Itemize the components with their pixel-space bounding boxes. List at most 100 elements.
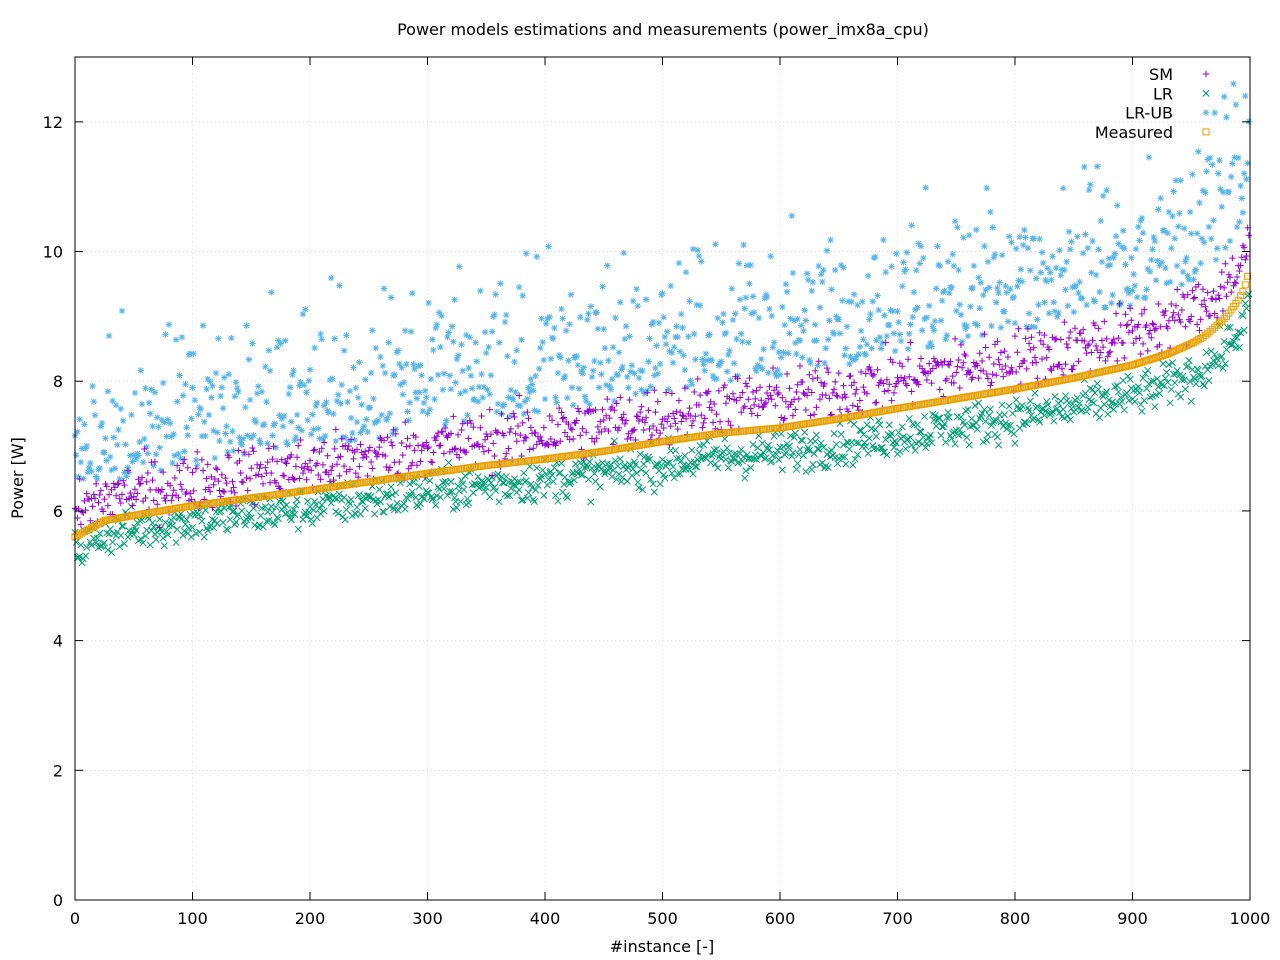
data-point (181, 456, 188, 463)
data-point (1189, 287, 1196, 294)
data-point (88, 468, 95, 475)
data-point (249, 340, 256, 347)
data-point (689, 245, 697, 253)
data-point (906, 330, 913, 338)
data-point (662, 389, 670, 396)
data-point (139, 459, 147, 466)
data-point (866, 316, 873, 323)
data-point (1199, 380, 1207, 388)
data-point (620, 249, 627, 257)
data-point (1025, 406, 1033, 415)
data-point (1105, 255, 1113, 262)
data-point (245, 451, 253, 458)
data-point (848, 298, 855, 306)
data-point (601, 425, 609, 433)
data-point (1070, 362, 1077, 369)
data-point (163, 433, 170, 440)
data-point (500, 401, 508, 408)
data-point (302, 306, 309, 313)
data-point (558, 409, 565, 416)
data-point (326, 376, 334, 384)
data-point (727, 422, 734, 429)
data-point (793, 388, 800, 396)
data-point (863, 421, 871, 429)
data-point (1196, 199, 1203, 207)
data-point (543, 481, 551, 489)
data-point (1144, 366, 1152, 374)
data-point (1197, 316, 1204, 323)
data-point (517, 402, 524, 410)
data-point (340, 347, 348, 354)
data-point (344, 446, 351, 453)
data-point (1171, 235, 1178, 242)
data-point (1040, 259, 1047, 267)
data-point (617, 299, 624, 306)
data-point (446, 372, 454, 379)
data-point (325, 471, 332, 478)
x-tick-label: 1000 (1230, 909, 1271, 928)
data-point (578, 367, 585, 375)
data-point (678, 310, 685, 318)
data-point (552, 394, 559, 401)
x-tick-label: 600 (765, 909, 796, 928)
data-point (1016, 363, 1023, 370)
data-point (142, 385, 149, 392)
data-point (202, 432, 209, 440)
data-point (873, 399, 880, 406)
data-point (857, 327, 865, 335)
data-point (876, 379, 884, 386)
data-point (1177, 177, 1184, 184)
data-point (1109, 291, 1116, 299)
y-tick-label: 10 (43, 243, 63, 262)
data-point (817, 379, 825, 386)
data-point (352, 469, 360, 477)
data-point (352, 384, 360, 392)
data-point (476, 443, 483, 451)
data-point (862, 370, 869, 377)
data-point (1088, 386, 1097, 394)
data-point (272, 444, 280, 451)
data-point (1089, 337, 1096, 344)
data-point (1145, 154, 1153, 161)
data-point (1028, 323, 1035, 330)
data-point (645, 358, 652, 365)
data-point (869, 372, 877, 380)
data-point (1079, 372, 1087, 380)
data-point (673, 323, 680, 330)
data-point (960, 234, 967, 241)
data-point (116, 495, 123, 502)
data-point (251, 501, 258, 508)
data-point (524, 395, 531, 403)
data-point (955, 356, 962, 364)
data-point (1041, 331, 1048, 339)
data-point (1218, 317, 1226, 325)
data-point (979, 438, 987, 446)
data-point (1056, 247, 1063, 254)
data-point (387, 438, 395, 446)
data-point (92, 539, 100, 547)
data-point (509, 481, 517, 489)
data-point (162, 331, 169, 338)
data-point (1226, 323, 1234, 331)
data-point (401, 505, 409, 513)
data-point (714, 314, 721, 322)
data-point (981, 330, 988, 338)
data-point (232, 502, 240, 510)
data-point (614, 462, 622, 470)
data-point (830, 330, 838, 338)
data-point (1176, 210, 1183, 217)
data-point (761, 295, 768, 302)
data-point (1168, 300, 1175, 308)
data-point (1169, 313, 1176, 321)
data-point (775, 348, 783, 356)
data-point (971, 401, 979, 410)
data-point (131, 485, 139, 493)
data-point (1173, 262, 1181, 270)
data-point (1218, 203, 1225, 211)
data-point (989, 371, 996, 378)
data-point (1197, 260, 1204, 267)
data-point (587, 303, 595, 310)
data-point (1210, 287, 1217, 295)
data-point (660, 424, 667, 432)
data-point (1027, 267, 1034, 274)
